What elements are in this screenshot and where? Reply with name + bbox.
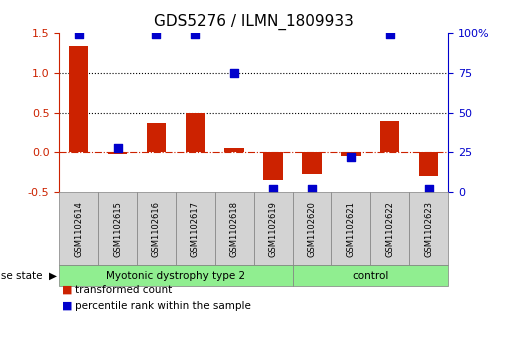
- Bar: [380, 121, 400, 152]
- Bar: [263, 152, 283, 180]
- Title: GDS5276 / ILMN_1809933: GDS5276 / ILMN_1809933: [153, 14, 354, 30]
- Text: GSM1102622: GSM1102622: [385, 201, 394, 257]
- Text: control: control: [352, 270, 388, 281]
- Point: [230, 70, 238, 76]
- Point: [269, 186, 277, 192]
- Bar: [419, 152, 438, 176]
- Text: GSM1102617: GSM1102617: [191, 201, 200, 257]
- Text: GSM1102615: GSM1102615: [113, 201, 122, 257]
- Bar: [185, 113, 205, 152]
- Text: GSM1102619: GSM1102619: [269, 201, 278, 257]
- Text: GSM1102616: GSM1102616: [152, 201, 161, 257]
- Bar: [341, 152, 360, 156]
- Text: GSM1102621: GSM1102621: [347, 201, 355, 257]
- Bar: [225, 148, 244, 152]
- Text: GSM1102620: GSM1102620: [307, 201, 316, 257]
- Bar: [147, 123, 166, 152]
- Text: ■: ■: [62, 301, 72, 311]
- Text: GSM1102623: GSM1102623: [424, 201, 433, 257]
- Text: GSM1102614: GSM1102614: [74, 201, 83, 257]
- Point: [347, 154, 355, 160]
- Text: transformed count: transformed count: [75, 285, 172, 295]
- Bar: [69, 46, 89, 152]
- Point: [308, 186, 316, 192]
- Point: [113, 145, 122, 151]
- Text: Myotonic dystrophy type 2: Myotonic dystrophy type 2: [106, 270, 246, 281]
- Text: GSM1102618: GSM1102618: [230, 201, 238, 257]
- Text: ■: ■: [62, 285, 72, 295]
- Text: disease state  ▶: disease state ▶: [0, 270, 57, 281]
- Bar: [108, 152, 127, 154]
- Point: [424, 186, 433, 192]
- Bar: [302, 152, 322, 174]
- Text: percentile rank within the sample: percentile rank within the sample: [75, 301, 251, 311]
- Point: [191, 31, 199, 37]
- Point: [386, 31, 394, 37]
- Point: [75, 31, 83, 37]
- Point: [152, 31, 161, 37]
